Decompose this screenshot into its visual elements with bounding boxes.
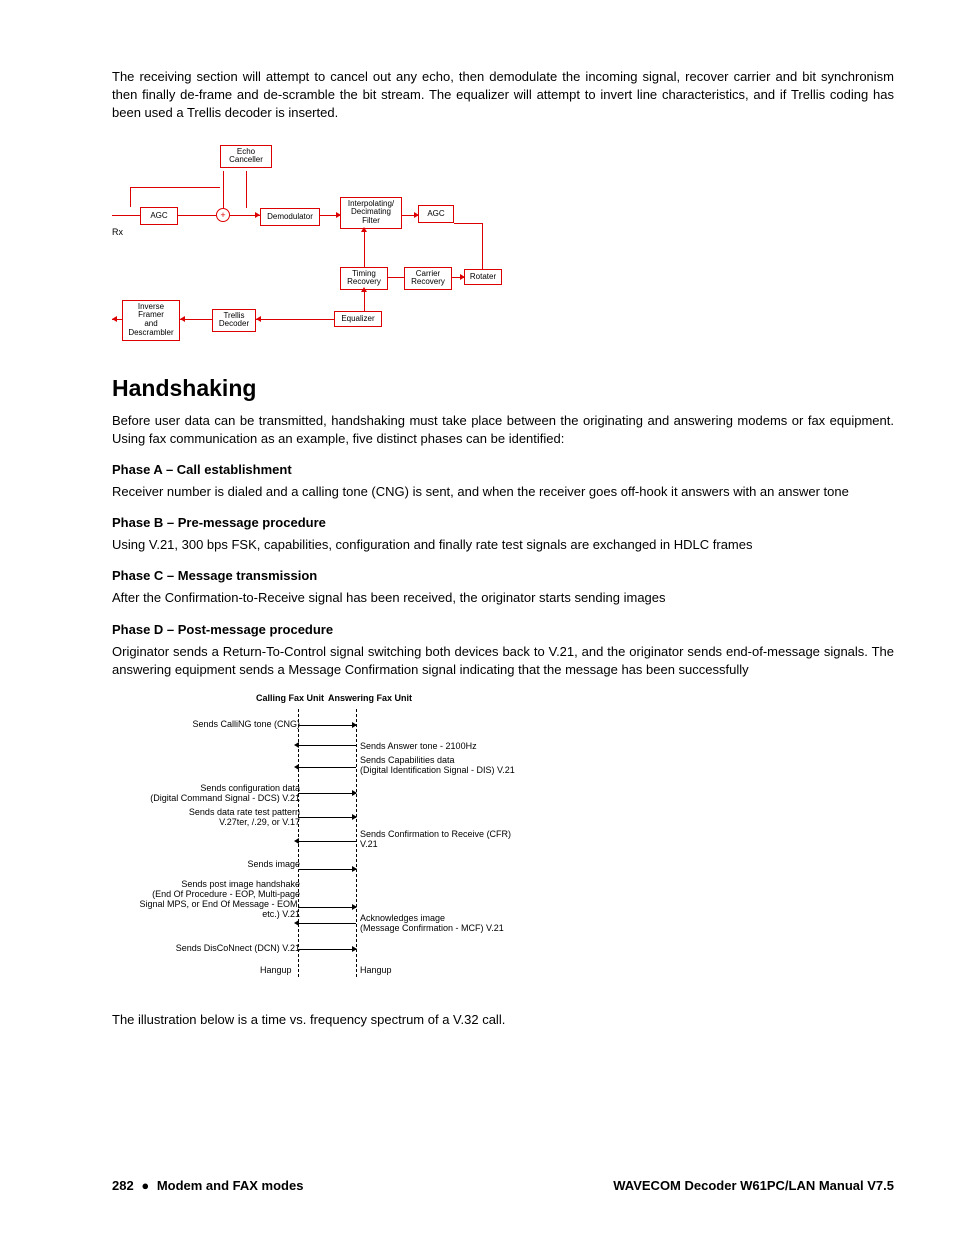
phase-d-body: Originator sends a Return-To-Control sig… (112, 643, 894, 679)
agc2-box: AGC (418, 205, 454, 224)
phase-a-head: Phase A – Call establishment (112, 462, 894, 477)
handshaking-heading: Handshaking (112, 375, 894, 402)
seq-e3: Sends Capabilities data(Digital Identifi… (360, 755, 524, 775)
phase-c-body: After the Confirmation-to-Receive signal… (112, 589, 894, 607)
intro-para: The receiving section will attempt to ca… (112, 68, 894, 123)
inverse-box: InverseFramerandDescrambler (122, 300, 180, 341)
seq-e1: Sends CalliNG tone (CNG) (136, 719, 300, 729)
seq-hangup-left: Hangup (260, 965, 292, 975)
sum-node: + (216, 208, 230, 222)
carrier-box: CarrierRecovery (404, 267, 452, 291)
seq-e9: Acknowledges image(Message Confirmation … (360, 913, 524, 933)
page-footer: 282 ● Modem and FAX modes WAVECOM Decode… (112, 1178, 894, 1193)
footer-title: WAVECOM Decoder W61PC/LAN Manual V7.5 (613, 1178, 894, 1193)
seq-e6: Sends Confirmation to Receive (CFR) V.21 (360, 829, 524, 849)
seq-e10: Sends DisCoNnect (DCN) V.21 (136, 943, 300, 953)
demod-box: Demodulator (260, 208, 320, 227)
sequence-diagram: Calling Fax Unit Answering Fax Unit Send… (130, 693, 530, 993)
phase-c-head: Phase C – Message transmission (112, 568, 894, 583)
phase-d-head: Phase D – Post-message procedure (112, 622, 894, 637)
trellis-box: TrellisDecoder (212, 309, 256, 333)
seq-e7: Sends image (136, 859, 300, 869)
footer-section: Modem and FAX modes (157, 1178, 304, 1193)
footer-page: 282 (112, 1178, 134, 1193)
seq-hangup-right: Hangup (360, 965, 392, 975)
seq-e4: Sends configuration data(Digital Command… (136, 783, 300, 803)
rotater-box: Rotater (464, 269, 502, 286)
seq-lifeline-answering (356, 709, 357, 977)
footer-left: 282 ● Modem and FAX modes (112, 1178, 303, 1193)
echo-box: EchoCanceller (220, 145, 272, 169)
equalizer-box: Equalizer (334, 311, 382, 328)
handshaking-intro: Before user data can be transmitted, han… (112, 412, 894, 448)
phase-b-body: Using V.21, 300 bps FSK, capabilities, c… (112, 536, 894, 554)
bullet-icon: ● (141, 1178, 149, 1193)
agc-box: AGC (140, 207, 178, 226)
phase-a-body: Receiver number is dialed and a calling … (112, 483, 894, 501)
block-diagram: Rx EchoCanceller AGC + Demodulator Inter… (112, 137, 512, 357)
filter-box: Interpolating/DecimatingFilter (340, 197, 402, 229)
outro-para: The illustration below is a time vs. fre… (112, 1011, 894, 1029)
rx-label: Rx (112, 227, 123, 237)
seq-head-answering: Answering Fax Unit (300, 693, 440, 703)
seq-e5: Sends data rate test patternV.27ter, /.2… (136, 807, 300, 827)
seq-e2: Sends Answer tone - 2100Hz (360, 741, 524, 751)
seq-e8: Sends post image handshake(End Of Proced… (136, 879, 300, 919)
phase-b-head: Phase B – Pre-message procedure (112, 515, 894, 530)
